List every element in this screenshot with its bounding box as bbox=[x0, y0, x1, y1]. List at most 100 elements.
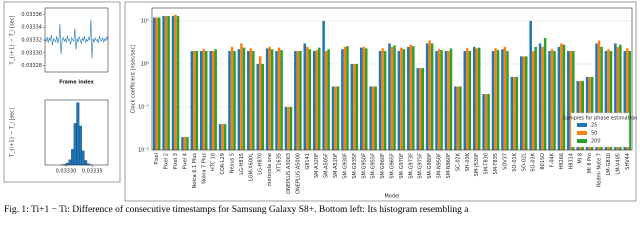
bar bbox=[607, 49, 610, 150]
bar bbox=[609, 51, 613, 150]
bar bbox=[418, 68, 422, 150]
bar bbox=[171, 16, 175, 150]
bar bbox=[296, 51, 300, 150]
bar bbox=[346, 46, 349, 151]
bar bbox=[350, 63, 354, 150]
x-tick-label: SH-03K bbox=[465, 152, 471, 171]
bar bbox=[430, 43, 434, 150]
bar bbox=[484, 94, 488, 150]
bar bbox=[501, 49, 504, 150]
bar bbox=[205, 51, 208, 150]
bar bbox=[397, 51, 401, 150]
bar bbox=[221, 124, 224, 150]
bar bbox=[604, 51, 608, 150]
bar bbox=[525, 56, 528, 150]
bar bbox=[529, 20, 532, 150]
x-tick-label: SM-A320F bbox=[314, 153, 320, 178]
histogram-bar bbox=[71, 149, 75, 166]
series-line bbox=[44, 19, 109, 59]
bar bbox=[449, 48, 453, 150]
bar bbox=[383, 51, 387, 150]
bar bbox=[193, 51, 196, 150]
bar bbox=[306, 46, 309, 150]
bar bbox=[334, 86, 337, 150]
x-tick-label: Nexus 5 bbox=[230, 153, 236, 173]
bar bbox=[510, 76, 514, 150]
histogram-bar bbox=[76, 102, 80, 166]
right-panel bbox=[124, 1, 637, 202]
x-tick-label: Nokia 7 Plus bbox=[201, 153, 207, 184]
bar bbox=[218, 124, 222, 150]
bar bbox=[409, 44, 413, 150]
histogram-bar bbox=[78, 125, 82, 166]
bar bbox=[538, 43, 542, 150]
bar bbox=[341, 49, 344, 150]
histogram-bar bbox=[81, 150, 85, 166]
bar bbox=[268, 46, 271, 150]
bar bbox=[277, 47, 281, 150]
legend-swatch bbox=[577, 123, 587, 127]
x-tick-label: F-04K bbox=[550, 152, 556, 167]
x-tick-label: LG-H870 bbox=[258, 153, 264, 175]
bar bbox=[472, 46, 476, 150]
bar bbox=[312, 51, 316, 150]
bar bbox=[421, 68, 424, 150]
bar bbox=[237, 49, 241, 150]
bar bbox=[233, 51, 236, 150]
bar bbox=[407, 46, 410, 150]
bar bbox=[440, 50, 443, 150]
bar bbox=[242, 47, 246, 150]
x-tick-label: SM-A505F bbox=[324, 153, 330, 178]
bar bbox=[531, 51, 535, 150]
bar bbox=[176, 16, 180, 150]
bar bbox=[322, 20, 325, 150]
plot-frame bbox=[44, 99, 109, 166]
bar bbox=[247, 51, 250, 150]
bar bbox=[444, 51, 448, 150]
bar bbox=[626, 48, 629, 150]
bar bbox=[477, 47, 481, 150]
x-tick-label: H8314 bbox=[568, 153, 574, 169]
bar bbox=[252, 51, 255, 150]
x-tick-label: SM-G930F bbox=[342, 153, 348, 179]
x-tick-label: Pixel 4 bbox=[182, 153, 188, 169]
x-tick-label: LG-H815 bbox=[239, 153, 245, 175]
x-tick-label: Pixel 3 bbox=[173, 153, 179, 169]
legend-title: Samples for phase estimation bbox=[563, 116, 638, 122]
x-tick-label: Nokia 6.1 Plus bbox=[192, 153, 198, 189]
bar bbox=[315, 50, 318, 150]
y-axis-label: Clock coefficient [nsec/sec] bbox=[131, 45, 137, 113]
y-axis-label: T_{i+1} − T_i [sec] bbox=[10, 108, 16, 158]
x-tick-label: SM-T830 bbox=[484, 153, 490, 174]
bar bbox=[503, 46, 507, 150]
bar bbox=[619, 44, 622, 150]
x-tick-label: G8141 bbox=[305, 153, 311, 170]
bar bbox=[459, 86, 462, 150]
bar bbox=[425, 43, 429, 150]
bar bbox=[360, 47, 363, 150]
y-tick-label: 0.03336 bbox=[21, 12, 42, 18]
bar bbox=[378, 51, 382, 150]
bar bbox=[162, 16, 165, 150]
bar bbox=[284, 106, 288, 150]
bar bbox=[560, 43, 563, 150]
bar bbox=[209, 51, 212, 150]
bar bbox=[543, 38, 547, 150]
bar bbox=[553, 51, 556, 150]
y-tick-label: 0.03330 bbox=[21, 50, 42, 56]
bar bbox=[261, 63, 264, 150]
x-tick-label: 0.03335 bbox=[82, 169, 103, 175]
bar bbox=[597, 40, 601, 151]
bar bbox=[522, 56, 526, 150]
x-tick-label: SOV37 bbox=[502, 153, 508, 170]
x-tick-label: SM-G935F bbox=[352, 153, 358, 179]
bar bbox=[256, 63, 259, 150]
bar bbox=[365, 48, 368, 150]
bar bbox=[152, 17, 156, 150]
x-tick-label: SC-02K bbox=[455, 152, 461, 171]
bar bbox=[567, 51, 570, 150]
figure: Fig. 1: Ti+1 − Ti: Difference of consecu… bbox=[3, 1, 638, 215]
bar bbox=[562, 44, 566, 150]
bar bbox=[240, 43, 243, 150]
bar bbox=[343, 46, 347, 150]
